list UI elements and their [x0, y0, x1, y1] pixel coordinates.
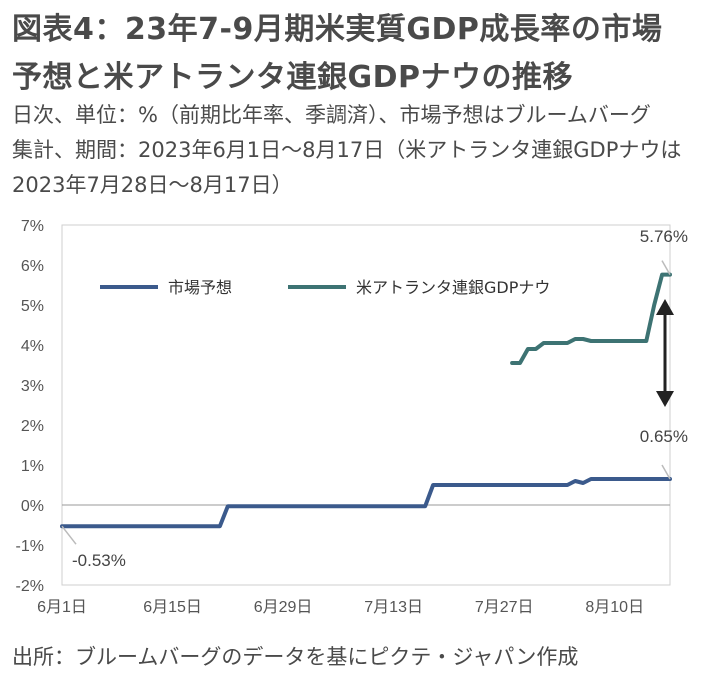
- y-tick-label: 6%: [21, 258, 44, 275]
- y-tick-label: 3%: [21, 378, 44, 395]
- y-tick-label: 2%: [21, 418, 44, 435]
- title-line-1: 図表4：23年7-9月期米実質GDP成長率の市場: [12, 12, 663, 47]
- source-note: 出所：ブルームバーグのデータを基にピクテ・ジャパン作成: [12, 645, 579, 669]
- x-tick-label: 7月27日: [475, 599, 534, 616]
- y-tick-label: -1%: [16, 538, 44, 555]
- title-line-2: 予想と米アトランタ連銀GDPナウの推移: [12, 60, 574, 95]
- subtitle-line-2: 集計、期間：2023年6月1日～8月17日（米アトランタ連銀GDPナウは: [12, 138, 682, 162]
- subtitle-line-1: 日次、単位：%（前期比年率、季調済）、市場予想はブルームバーグ: [12, 103, 651, 127]
- y-tick-label: -2%: [16, 578, 44, 595]
- annotation-label: -0.53%: [72, 551, 126, 570]
- plot-frame: [61, 224, 671, 586]
- annotation-label: 0.65%: [640, 427, 688, 446]
- legend-label: 市場予想: [168, 278, 232, 297]
- chart-title: 図表4：23年7-9月期米実質GDP成長率の市場 予想と米アトランタ連銀GDPナ…: [12, 6, 662, 102]
- y-tick-label: 4%: [21, 338, 44, 355]
- subtitle-line-3: 2023年7月28日～8月17日）: [12, 173, 293, 197]
- legend-label: 米アトランタ連銀GDPナウ: [356, 278, 550, 297]
- x-tick-label: 8月10日: [585, 599, 644, 616]
- series-line: [60, 477, 672, 529]
- series-line: [510, 272, 672, 365]
- arrow-head-down-icon: [656, 391, 674, 407]
- annotation-leader: [61, 525, 77, 545]
- annotation-leader: [661, 260, 671, 275]
- x-tick-label: 6月29日: [254, 599, 313, 616]
- annotation-leader: [661, 464, 671, 480]
- x-tick-label: 6月15日: [143, 599, 202, 616]
- y-tick-label: 5%: [21, 298, 44, 315]
- x-tick-label: 7月13日: [364, 599, 423, 616]
- arrow-head-up-icon: [656, 299, 674, 315]
- x-tick-label: 6月1日: [37, 599, 87, 616]
- annotation-label: 5.76%: [640, 227, 688, 246]
- y-tick-label: 1%: [21, 458, 44, 475]
- y-tick-label: 0%: [21, 498, 44, 515]
- chart-subtitle: 日次、単位：%（前期比年率、季調済）、市場予想はブルームバーグ 集計、期間：20…: [12, 98, 681, 203]
- y-tick-label: 7%: [21, 218, 44, 235]
